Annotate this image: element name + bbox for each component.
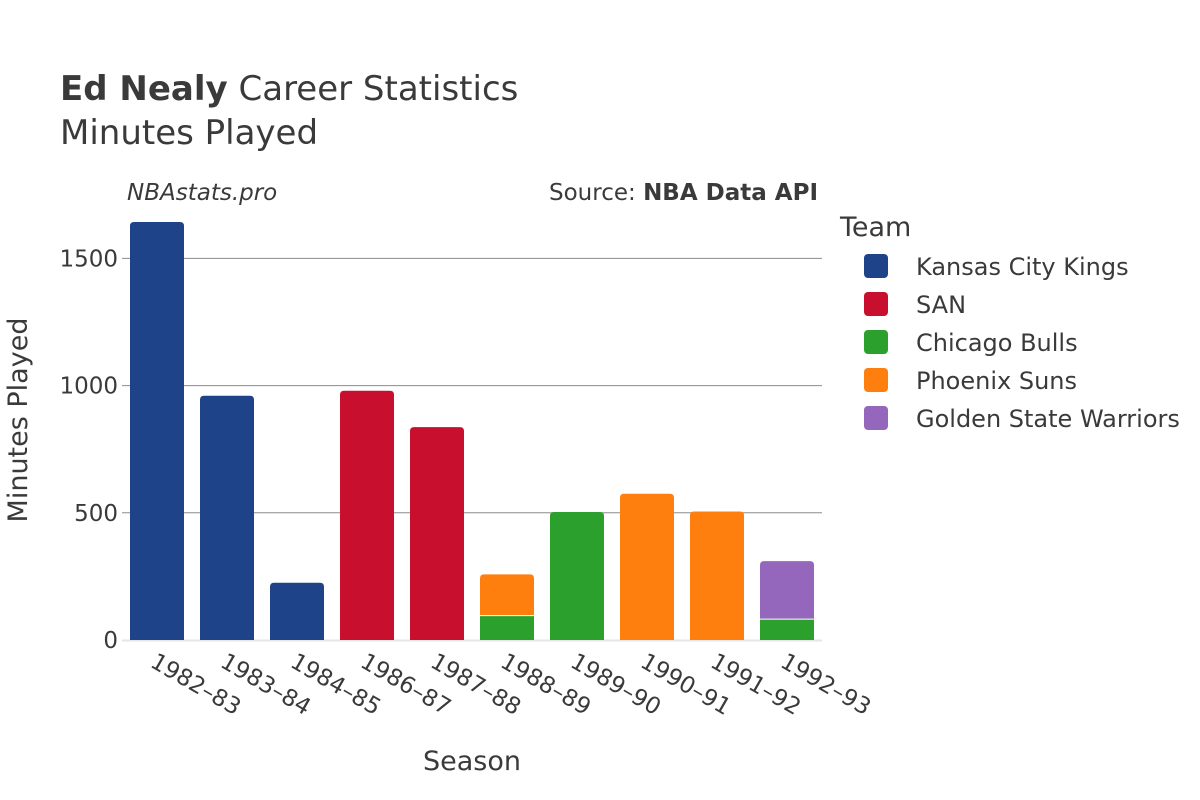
y-axis-title: Minutes Played [3,318,34,523]
bars [130,222,814,640]
bar-chicago-bulls-1989–90 [550,512,604,640]
y-tick-label: 1500 [59,246,118,272]
legend-swatch [864,406,888,430]
bar-san-1986–87 [340,390,394,640]
bar-san-1987–88 [410,427,464,640]
legend-label: Golden State Warriors [916,405,1180,433]
legend: Kansas City Kings SAN Chicago Bulls Phoenix… [864,253,1180,433]
player-name: Ed Nealy [60,69,228,109]
bar-chicago-bulls-1992–93 [760,619,814,640]
bar-golden-state-warriors-1992–93 [760,561,814,619]
legend-swatch [864,330,888,354]
legend-label: Kansas City Kings [916,253,1129,281]
y-axis-ticks: 0 500 1000 1500 [59,246,118,654]
bar-phoenix-suns-1991–92 [690,511,744,640]
x-axis-ticks: 1982–831983–841984–851986–871987–881988–… [146,649,875,721]
bar-kansas-city-kings-1984–85 [270,582,324,640]
bar-phoenix-suns-1988–89 [480,574,534,616]
source-prefix: Source: [549,180,643,206]
legend-title: Team [839,212,911,243]
y-tick-label: 1000 [59,374,118,400]
bar-kansas-city-kings-1982–83 [130,222,184,640]
legend-swatch [864,292,888,316]
legend-label: SAN [916,291,966,319]
bar-chicago-bulls-1988–89 [480,616,534,640]
source-name: NBA Data API [643,180,818,206]
source-credit: Source: NBA Data API [549,180,818,206]
chart-title: Ed Nealy Career Statistics [60,69,518,109]
title-rest [228,69,239,109]
title-suffix: Career Statistics [239,69,519,109]
y-tick-label: 0 [103,628,118,654]
legend-label: Phoenix Suns [916,367,1077,395]
legend-swatch [864,254,888,278]
legend-swatch [864,368,888,392]
x-axis-title: Season [423,746,521,777]
legend-label: Chicago Bulls [916,329,1078,357]
chart-subtitle: Minutes Played [60,113,318,153]
y-tick-label: 500 [74,501,118,527]
bar-kansas-city-kings-1983–84 [200,395,254,640]
watermark: NBAstats.pro [127,180,277,206]
bar-phoenix-suns-1990–91 [620,493,674,640]
